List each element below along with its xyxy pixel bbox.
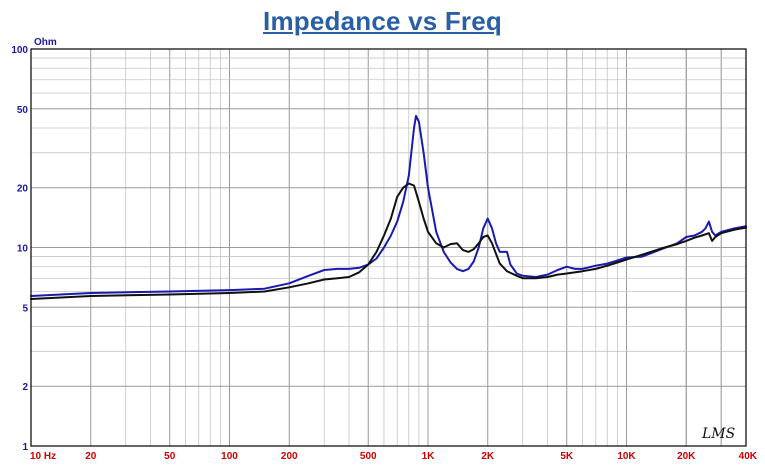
x-tick-label: 2K <box>481 451 495 462</box>
x-tick-label: 1K <box>422 451 436 462</box>
y-tick-label: 1 <box>22 442 28 453</box>
x-tick-label: 5K <box>560 451 574 462</box>
y-tick-label: 100 <box>11 45 28 56</box>
chart-title: Impedance vs Freq <box>263 6 502 36</box>
y-tick-label: 20 <box>17 184 29 195</box>
lms-watermark: LMS <box>701 426 735 442</box>
y-axis: 100 50 20 10 5 2 1 <box>11 45 28 453</box>
y-tick-label: 2 <box>22 382 28 393</box>
x-tick-label: 10 Hz <box>30 451 56 462</box>
x-tick-label: 100 <box>221 451 238 462</box>
x-tick-label: 50 <box>164 451 176 462</box>
y-tick-label: 10 <box>17 244 29 255</box>
x-tick-label: 500 <box>360 451 377 462</box>
x-tick-label: 200 <box>281 451 298 462</box>
x-tick-label: 20 <box>85 451 97 462</box>
series-line-1 <box>30 114 747 297</box>
x-tick-label: 40K <box>739 451 758 462</box>
x-axis: 10 Hz 20 50 100 200 500 1K 2K 5K 10K 20K 40K <box>30 451 758 462</box>
y-unit-label: Ohm <box>34 37 57 48</box>
y-tick-label: 5 <box>22 303 28 314</box>
plot-frame <box>30 48 747 447</box>
grid <box>30 49 747 447</box>
series-line-2 <box>30 182 747 300</box>
y-tick-label: 50 <box>17 105 29 116</box>
x-tick-label: 10K <box>617 451 636 462</box>
series-group <box>30 114 747 300</box>
x-tick-label: 20K <box>677 451 696 462</box>
